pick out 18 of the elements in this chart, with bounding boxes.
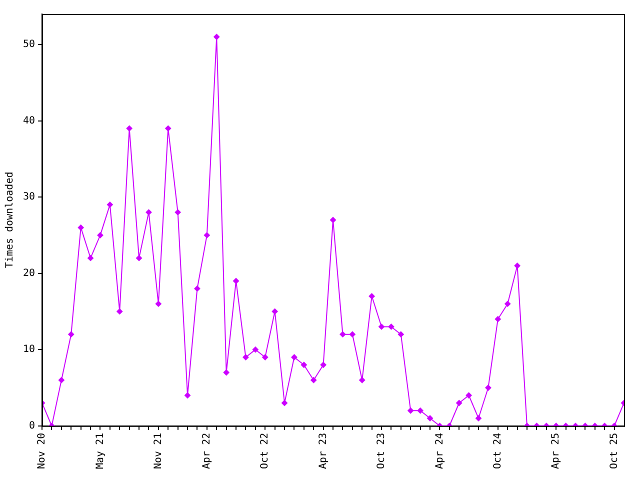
y-tick-label: 50 xyxy=(22,39,36,50)
y-tick-label: 20 xyxy=(22,268,36,279)
x-tick-label: Oct 24 xyxy=(492,432,504,469)
x-tick-label: Apr 23 xyxy=(318,432,329,469)
x-tick-label: Nov 21 xyxy=(153,432,164,469)
y-tick-label: 40 xyxy=(22,115,36,126)
x-tick-label: Apr 25 xyxy=(550,432,562,469)
x-tick-label: Nov 20 xyxy=(36,432,48,469)
x-tick-label: Oct 23 xyxy=(376,432,388,469)
y-tick-label: 0 xyxy=(29,420,36,432)
y-axis-title: Times downloaded xyxy=(4,172,16,268)
x-tick-label: Oct 25 xyxy=(608,432,620,469)
x-tick-label: Oct 22 xyxy=(260,432,271,469)
x-tick-label: May 21 xyxy=(94,432,106,469)
x-tick-label: Apr 22 xyxy=(202,432,213,469)
x-tick-label: Apr 24 xyxy=(434,432,446,469)
y-tick-label: 10 xyxy=(22,344,36,356)
y-tick-label: 30 xyxy=(22,192,36,203)
